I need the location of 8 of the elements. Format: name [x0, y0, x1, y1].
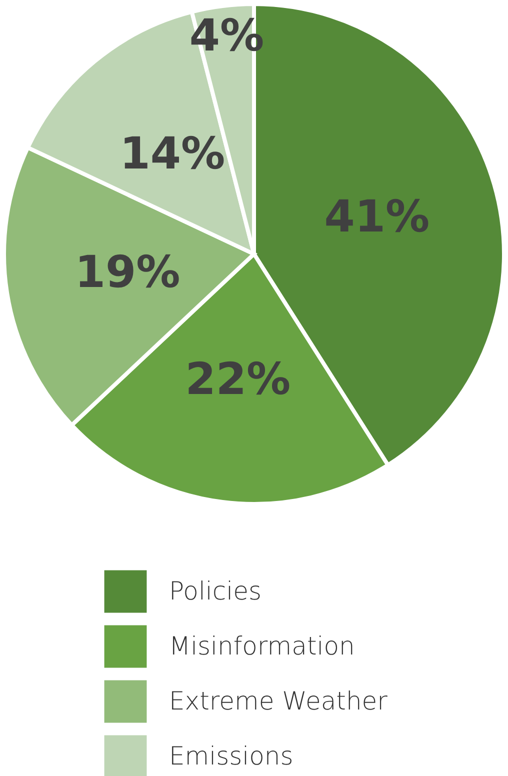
legend-label: Emissions — [169, 742, 294, 770]
data-label: 14% — [120, 128, 226, 180]
legend-label: Policies — [169, 576, 262, 606]
legend-label: Extreme Weather — [169, 686, 388, 716]
data-label: 22% — [185, 354, 291, 405]
legend-label: Misinformation — [169, 632, 355, 660]
data-label: 19% — [74, 247, 180, 298]
data-label: 41% — [324, 191, 430, 242]
